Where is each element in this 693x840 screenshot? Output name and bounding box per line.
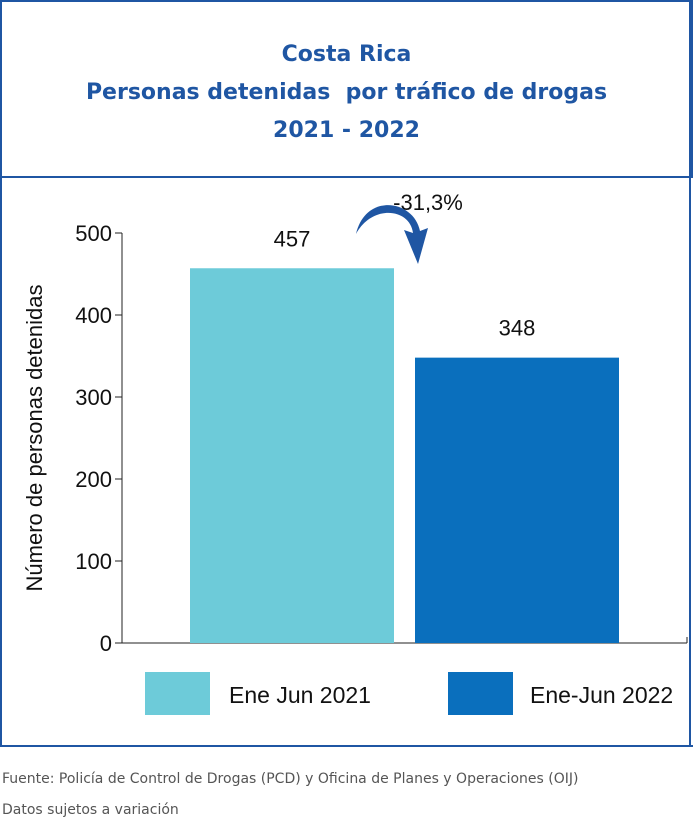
bar-value-label: 457 [274,226,311,251]
legend-swatch-2022 [448,672,513,715]
y-tick-label: 500 [75,221,112,246]
y-tick-label: 100 [75,549,112,574]
legend-swatch-2021 [145,672,210,715]
decrease-arrow-icon [356,205,428,264]
y-tick-label: 0 [100,631,112,656]
bar-chart: 0 100 200 300 400 500 Número de personas deten… [22,190,688,656]
source-note: Fuente: Policía de Control de Drogas (PC… [2,771,579,787]
title-box: Costa Rica Personas detenidas por tráfic… [0,0,693,178]
bar-value-label: 348 [499,316,536,341]
bar [190,268,394,643]
y-tick-label: 200 [75,467,112,492]
bar [415,357,619,643]
legend: Ene Jun 2021 Ene-Jun 2022 [0,660,693,730]
chart-title-subject: Personas detenidas por tráfico de drogas [85,80,608,105]
y-tick-label: 300 [75,385,112,410]
y-axis-title: Número de personas detenidas [22,285,47,592]
legend-label-2022: Ene-Jun 2022 [530,682,674,708]
y-tick-label: 400 [75,303,112,328]
footer: Fuente: Policía de Control de Drogas (PC… [0,745,693,840]
chart-title-years: 2021 - 2022 [273,118,420,143]
chart-title-country: Costa Rica [281,42,412,67]
data-variation-note: Datos sujetos a variación [2,802,179,818]
legend-label-2021: Ene Jun 2021 [229,682,371,708]
